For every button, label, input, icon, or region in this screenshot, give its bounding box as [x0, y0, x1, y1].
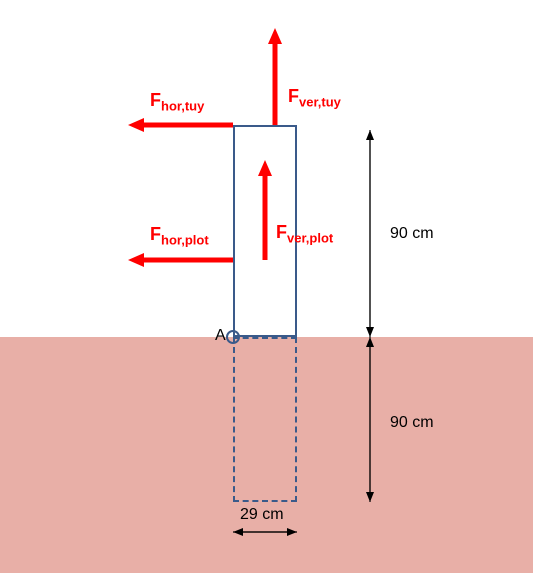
dim-upper-height-label: 90 cm: [390, 225, 434, 243]
label-f-ver-plot: Fver,plot: [276, 222, 333, 246]
dim-width-label: 29 cm: [240, 506, 284, 524]
label-f-hor-plot: Fhor,plot: [150, 224, 209, 248]
dim-lower-height-label: 90 cm: [390, 414, 434, 432]
label-f-hor-tuy: Fhor,tuy: [150, 90, 204, 114]
point-a-label: A: [215, 327, 226, 345]
pillar-lower: [233, 337, 297, 502]
label-f-ver-tuy: Fver,tuy: [288, 86, 341, 110]
